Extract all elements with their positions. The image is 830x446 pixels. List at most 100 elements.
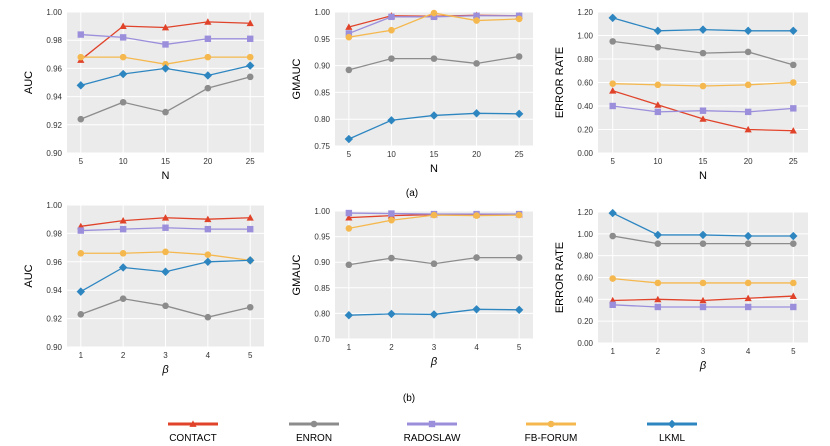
data-point-lkml [698,25,708,34]
data-point-contact [161,214,170,221]
x-tick-label: 10 [387,150,396,159]
data-point-contact [699,115,707,122]
chart-a1: 0.90 0.92 0.94 0.96 0.98 1.00 5 10 15 20 25 N AUC [23,8,264,182]
data-point-lkml [246,61,255,70]
data-point-contact [789,292,797,299]
data-point-enron [699,240,707,247]
data-point-enron [744,48,752,56]
data-point-radoslaw [473,12,480,19]
y-tick-label: 0.80 [577,252,593,261]
y-tick-label: 1.00 [314,207,330,216]
data-point-contact [744,125,752,133]
chart-b2: 0.70 0.80 0.85 0.90 0.95 1.00 1 2 3 4 5 β GMAUC [291,207,533,368]
legend-label: FB-FORUM [525,433,578,444]
y-tick-label: 0.20 [577,126,593,135]
chart-b3: 0.00 0.20 0.40 0.60 0.80 1.00 1.20 1 2 3 4 5 β ERROR … [554,208,808,372]
data-point-contact [119,217,127,224]
y-axis-label: AUC [23,264,35,287]
data-point-lkml [118,263,128,272]
y-tick-label: 0.70 [314,335,330,344]
x-tick-label: 4 [206,351,211,360]
x-tick-label: 2 [389,343,394,352]
legend-label: CONTACT [169,433,217,444]
data-point-radoslaw [345,30,353,37]
data-point-fb-forum [515,15,523,23]
data-point-radoslaw [162,224,169,231]
y-tick-label: 1.20 [577,8,593,17]
data-point-lkml [118,69,128,79]
y-tick-label: 0.95 [314,233,330,242]
data-point-lkml [789,26,798,35]
x-tick-label: 5 [347,150,352,159]
data-point-enron [345,261,353,269]
data-point-radoslaw [654,108,662,116]
x-axis-label: β [699,360,707,372]
y-tick-label: 0.60 [577,79,593,88]
data-point-lkml [76,287,85,296]
data-point-enron [77,311,85,318]
data-point-enron [473,254,480,261]
y-tick-label: 0.85 [314,284,330,293]
legend-item-contact: CONTACT [168,420,218,444]
x-tick-label: 4 [746,347,751,356]
data-point-radoslaw [699,303,707,311]
data-point-enron [388,254,395,262]
data-point-radoslaw [790,105,797,112]
data-point-fb-forum [430,211,438,219]
data-point-enron [345,66,353,74]
x-axis-label: N [162,170,170,182]
y-tick-label: 0.75 [314,142,330,151]
data-point-contact [744,294,752,302]
data-point-radoslaw [204,35,212,42]
data-point-lkml [161,267,170,276]
data-point-lkml [203,71,213,80]
y-axis-label: ERROR RATE [554,242,566,313]
data-point-radoslaw [654,303,662,311]
y-tick-label: 1.20 [577,208,593,217]
data-point-fb-forum [204,251,212,258]
data-point-enron [119,295,127,303]
y-tick-label: 1.00 [46,8,62,17]
data-point-fb-forum [345,33,353,41]
data-point-radoslaw [119,225,127,233]
x-tick-label: 25 [246,157,255,166]
x-tick-label: 10 [653,157,662,166]
data-point-lkml [743,231,753,241]
legend-label: RADOSLAW [404,433,461,444]
x-tick-label: 5 [517,343,522,352]
data-point-enron [654,240,662,247]
y-tick-label: 1.00 [46,201,62,210]
caption-b: (b) [403,393,415,404]
x-tick-label: 4 [474,343,479,352]
data-point-contact [654,295,662,303]
data-point-fb-forum [473,212,480,219]
data-point-radoslaw [204,225,212,233]
caption-a: (a) [406,188,418,199]
x-tick-label: 3 [432,343,437,352]
x-tick-label: 20 [203,157,212,166]
legend: CONTACT ENRON RADOSLAW FB-FORUM LKML [168,419,697,444]
y-tick-label: 0.60 [577,274,593,283]
x-tick-label: 5 [248,351,253,360]
data-point-lkml [429,111,439,120]
y-tick-label: 0.96 [46,64,62,73]
y-tick-label: 0.98 [46,36,62,45]
legend-marker [667,419,677,429]
data-point-radoslaw [609,102,616,110]
data-point-fb-forum [654,279,662,287]
x-tick-label: 1 [347,343,352,352]
data-point-contact [246,214,254,221]
data-point-enron [790,61,797,69]
data-point-radoslaw [699,107,707,114]
x-tick-label: 10 [119,157,128,166]
y-tick-label: 0.00 [577,339,593,348]
y-tick-label: 0.94 [46,286,62,295]
y-tick-label: 1.00 [577,230,593,239]
y-tick-label: 0.92 [46,315,62,324]
data-point-fb-forum [744,81,752,89]
data-point-enron [609,38,616,45]
data-point-fb-forum [699,82,707,90]
y-tick-label: 0.40 [577,102,593,111]
x-tick-label: 1 [79,351,84,360]
